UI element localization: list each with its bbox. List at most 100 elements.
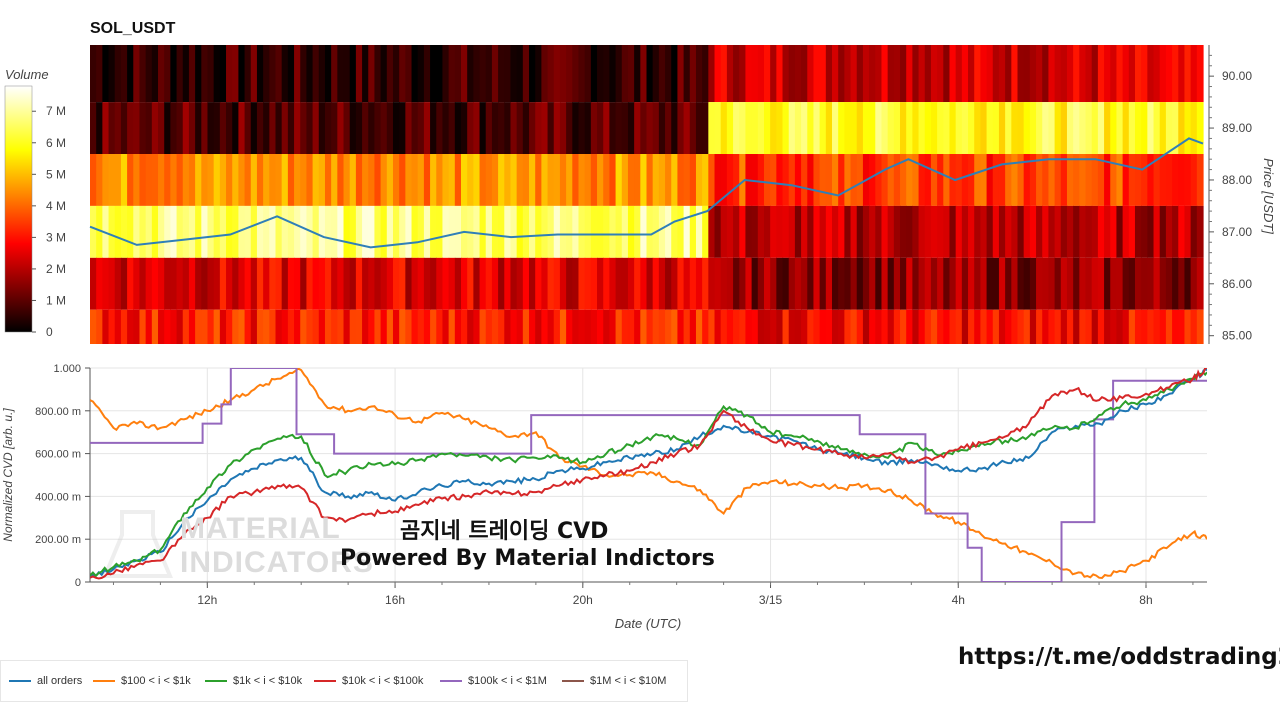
heatmap-cell: [195, 257, 202, 310]
heatmap-cell: [120, 154, 128, 206]
legend-item-1m-10m[interactable]: $1M < i < $10M: [562, 675, 666, 687]
heatmap-cell: [912, 45, 920, 103]
heatmap-cell: [1110, 45, 1118, 103]
legend-item-1k-10k[interactable]: $1k < i < $10k: [205, 675, 302, 687]
heatmap-cell: [467, 309, 474, 344]
heatmap-cell: [405, 102, 413, 155]
heatmap-cell: [479, 257, 487, 310]
telegram-link[interactable]: https://t.me/oddstrading2: [958, 644, 1280, 670]
heatmap-cell: [900, 102, 907, 155]
heatmap-cell: [1116, 309, 1124, 344]
legend-item-all-orders[interactable]: all orders: [9, 675, 82, 687]
heatmap-cell: [646, 205, 654, 258]
heatmap-cell: [1054, 45, 1062, 103]
heatmap-cell: [491, 45, 499, 103]
heatmap-cell: [702, 102, 709, 155]
heatmap-cell: [1165, 45, 1173, 103]
heatmap-cell: [504, 257, 512, 310]
heatmap-cell: [1017, 154, 1025, 206]
heatmap-cell: [386, 45, 394, 103]
heatmap-cell: [102, 154, 110, 206]
heatmap-cell: [974, 45, 981, 103]
heatmap-cell: [930, 257, 938, 310]
heatmap-cell: [1097, 309, 1105, 344]
heatmap-cell: [856, 205, 864, 258]
heatmap-cell: [1011, 257, 1019, 310]
heatmap-cell: [1023, 309, 1031, 344]
heatmap-cell: [1017, 102, 1025, 155]
heatmap-cell: [337, 205, 345, 258]
heatmap-cell: [331, 257, 338, 310]
heatmap-cell: [1128, 102, 1136, 155]
heatmap-cell: [1029, 102, 1037, 155]
heatmap-cell: [195, 45, 202, 103]
heatmap-cell: [1165, 309, 1173, 344]
heatmap-cell: [813, 45, 821, 103]
heatmap-cell: [158, 45, 165, 103]
heatmap-cell: [170, 154, 178, 206]
heatmap-cell: [640, 309, 648, 344]
heatmap-cell: [887, 154, 895, 206]
heatmap-cell: [974, 309, 981, 344]
heatmap-cell: [1165, 102, 1173, 155]
heatmap-cell: [1104, 154, 1111, 206]
heatmap-cell: [1005, 205, 1012, 258]
heatmap-cell: [436, 154, 444, 206]
heatmap-cell: [751, 154, 759, 206]
heatmap-cell: [232, 102, 239, 155]
heatmap-cell: [906, 45, 913, 103]
heatmap-cell: [856, 154, 864, 206]
heatmap-cell: [516, 205, 524, 258]
heatmap-cell: [430, 257, 437, 310]
heatmap-cell: [1196, 45, 1204, 103]
heatmap-cell: [986, 257, 994, 310]
heatmap-cell: [306, 102, 314, 155]
heatmap-cell: [597, 309, 604, 344]
heatmap-cell: [677, 205, 685, 258]
price-tick-label: 88.00: [1222, 173, 1252, 187]
heatmap-cell: [275, 154, 283, 206]
heatmap-cell: [1196, 257, 1204, 310]
heatmap-cell: [201, 257, 209, 310]
heatmap-cell: [621, 102, 629, 155]
heatmap-cell: [1153, 309, 1161, 344]
heatmap-cell: [918, 205, 926, 258]
heatmap-cell: [547, 154, 555, 206]
heatmap-cell: [695, 309, 703, 344]
legend-item-100-1k[interactable]: $100 < i < $1k: [93, 675, 191, 687]
heatmap-cell: [1023, 45, 1031, 103]
heatmap-cell: [974, 154, 981, 206]
heatmap-cell: [1172, 309, 1179, 344]
heatmap-cell: [832, 309, 839, 344]
heatmap-cell: [108, 257, 116, 310]
heatmap-cell: [974, 205, 981, 258]
legend-swatch: [440, 680, 462, 683]
heatmap-cell: [1091, 102, 1099, 155]
heatmap-cell: [423, 309, 431, 344]
heatmap-cell: [1079, 45, 1087, 103]
heatmap-cell: [139, 102, 147, 155]
heatmap-cell: [1141, 205, 1148, 258]
heatmap-cell: [423, 154, 431, 206]
heatmap-cell: [924, 45, 932, 103]
heatmap-cell: [850, 257, 858, 310]
heatmap-cell: [658, 205, 666, 258]
heatmap-cell: [485, 257, 493, 310]
heatmap-cell: [1134, 45, 1142, 103]
heatmap-cell: [1110, 309, 1118, 344]
heatmap-cell: [763, 102, 771, 155]
heatmap-cell: [368, 154, 376, 206]
heatmap-cell: [850, 154, 858, 206]
heatmap-cell: [708, 102, 716, 155]
heatmap-cell: [665, 45, 672, 103]
heatmap-cell: [887, 205, 895, 258]
heatmap-cell: [609, 102, 617, 155]
heatmap-cell: [714, 257, 722, 310]
heatmap-cell: [263, 45, 270, 103]
legend-item-100k-1m[interactable]: $100k < i < $1M: [440, 675, 547, 687]
heatmap-cell: [813, 205, 821, 258]
heatmap-cell: [862, 45, 870, 103]
legend-item-10k-100k[interactable]: $10k < i < $100k: [314, 675, 423, 687]
heatmap-cell: [1017, 45, 1025, 103]
heatmap-cell: [176, 205, 184, 258]
